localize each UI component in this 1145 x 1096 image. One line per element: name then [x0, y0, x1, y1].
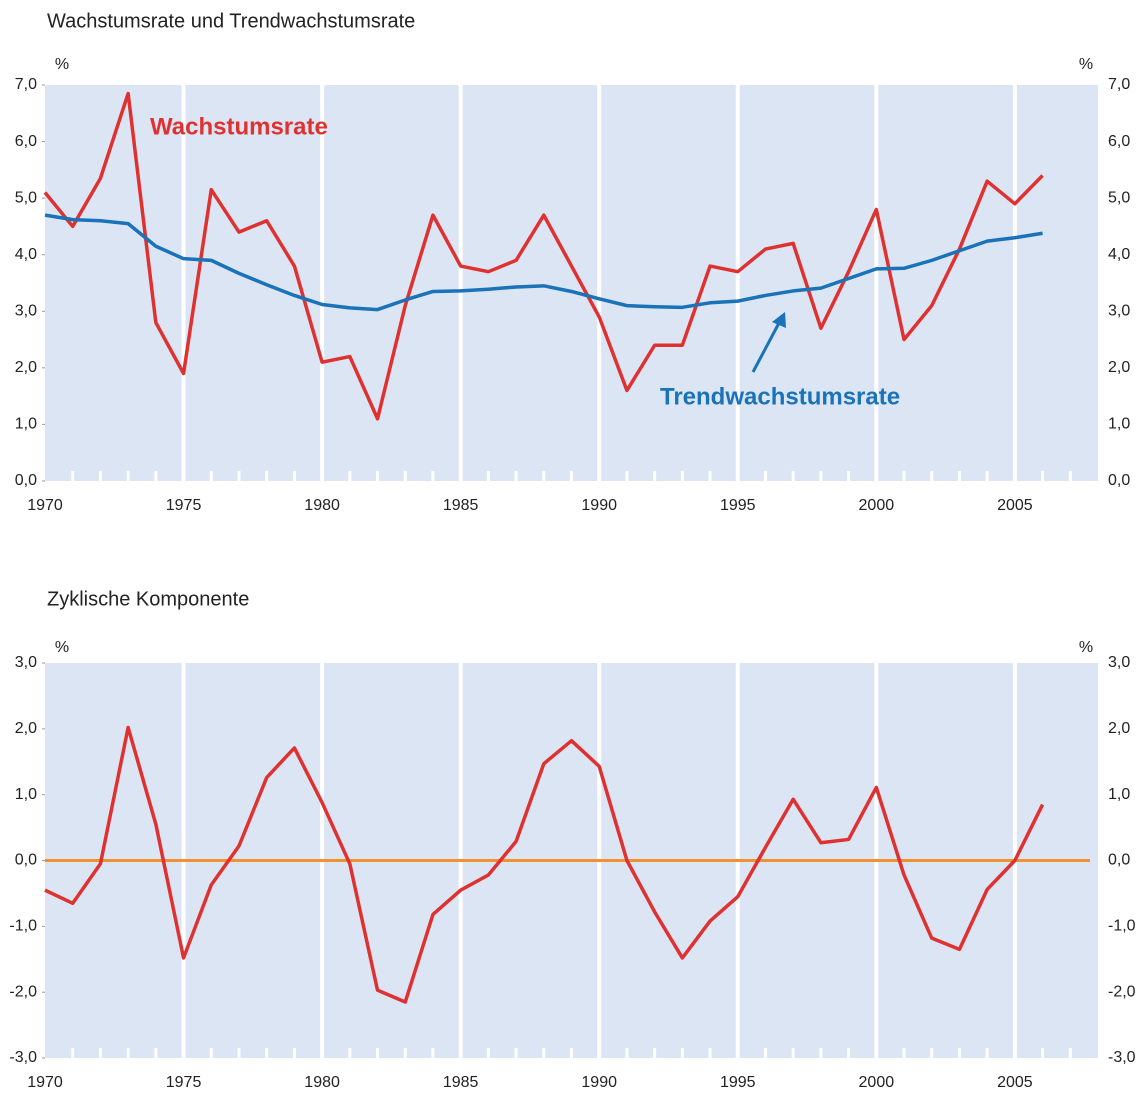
x-tick-label: 1970	[27, 1074, 63, 1091]
y-tick-label: 3,0	[15, 654, 37, 671]
data-line	[44, 213, 1043, 312]
y-tick-label: 0,0	[15, 472, 37, 489]
data-line	[44, 725, 1045, 1004]
y-tick-label-right: 3,0	[1108, 303, 1130, 320]
y-tick-label: 2,0	[15, 359, 37, 376]
y-tick-label-right: 0,0	[1108, 472, 1130, 489]
x-tick-label: 1990	[581, 497, 617, 514]
y-tick-label: -1,0	[9, 918, 37, 935]
unit-left: %	[55, 639, 69, 656]
x-tick-label: 1995	[720, 1074, 756, 1091]
y-tick-label-right: 7,0	[1108, 76, 1130, 93]
x-tick-label: 2005	[997, 497, 1033, 514]
y-tick-label: -2,0	[9, 983, 37, 1000]
y-tick-label-right: 1,0	[1108, 416, 1130, 433]
x-tick-label: 1975	[166, 497, 202, 514]
y-tick-label: 4,0	[15, 246, 37, 263]
y-tick-label-right: 2,0	[1108, 720, 1130, 737]
data-line	[43, 91, 1044, 421]
y-tick-label-right: 4,0	[1108, 246, 1130, 263]
x-tick-label: 1975	[166, 1074, 202, 1091]
y-tick-label-right: 6,0	[1108, 133, 1130, 150]
y-tick-label: 0,0	[15, 852, 37, 869]
series-label: Wachstumsrate	[150, 113, 328, 140]
x-tick-label: 1980	[304, 1074, 340, 1091]
y-tick-label-right: -1,0	[1108, 918, 1136, 935]
y-tick-label: 1,0	[15, 416, 37, 433]
x-tick-label: 1995	[720, 497, 756, 514]
y-tick-label: 2,0	[15, 720, 37, 737]
x-tick-label: 2000	[859, 1074, 895, 1091]
x-tick-label: 1985	[443, 1074, 479, 1091]
y-tick-label: -3,0	[9, 1049, 37, 1066]
plot-area	[45, 85, 1098, 481]
unit-left: %	[55, 56, 69, 73]
chart-title: Wachstumsrate und Trendwachstumsrate	[47, 10, 415, 32]
y-tick-label-right: 3,0	[1108, 654, 1130, 671]
x-tick-label: 1985	[443, 497, 479, 514]
series-label: Trendwachstumsrate	[660, 383, 900, 410]
x-tick-label: 2000	[859, 497, 895, 514]
chart-title: Zyklische Komponente	[47, 588, 249, 610]
y-tick-label: 5,0	[15, 189, 37, 206]
x-tick-label: 1980	[304, 497, 340, 514]
x-tick-label: 1990	[581, 1074, 617, 1091]
y-tick-label: 1,0	[15, 786, 37, 803]
y-tick-label-right: 2,0	[1108, 359, 1130, 376]
unit-right: %	[1079, 56, 1093, 73]
x-tick-label: 1970	[27, 497, 63, 514]
y-tick-label-right: -2,0	[1108, 983, 1136, 1000]
unit-right: %	[1079, 639, 1093, 656]
y-tick-label-right: 1,0	[1108, 786, 1130, 803]
y-tick-label: 7,0	[15, 76, 37, 93]
x-tick-label: 2005	[997, 1074, 1033, 1091]
y-tick-label-right: -3,0	[1108, 1049, 1136, 1066]
y-tick-label-right: 5,0	[1108, 189, 1130, 206]
arrow-shaft	[751, 322, 781, 373]
y-tick-label-right: 0,0	[1108, 852, 1130, 869]
y-tick-label: 3,0	[15, 303, 37, 320]
arrow-head	[772, 312, 786, 328]
y-tick-label: 6,0	[15, 133, 37, 150]
